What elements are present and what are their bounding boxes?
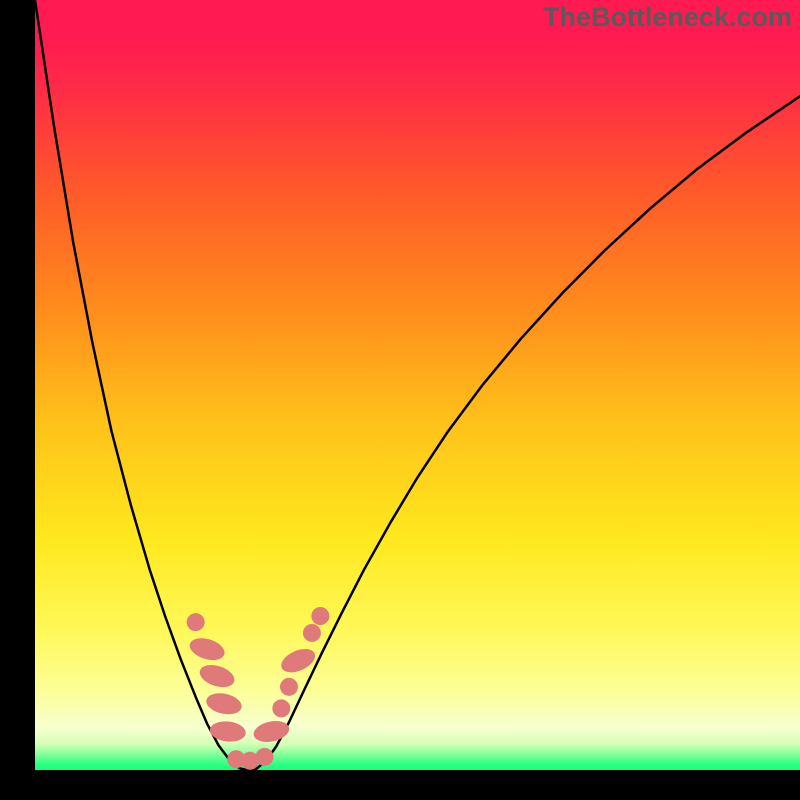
data-marker	[187, 613, 205, 631]
data-marker	[303, 624, 321, 642]
data-marker	[280, 678, 298, 696]
data-marker	[187, 634, 227, 664]
data-marker	[197, 661, 237, 691]
data-marker	[272, 699, 290, 717]
chart-area	[35, 0, 800, 770]
chart-svg	[35, 0, 800, 770]
data-marker	[252, 718, 291, 745]
chart-canvas: TheBottleneck.com	[0, 0, 800, 800]
performance-curve	[35, 0, 800, 770]
data-marker	[311, 607, 329, 625]
data-marker	[256, 748, 274, 766]
watermark-text: TheBottleneck.com	[543, 2, 792, 33]
data-marker	[204, 690, 243, 717]
